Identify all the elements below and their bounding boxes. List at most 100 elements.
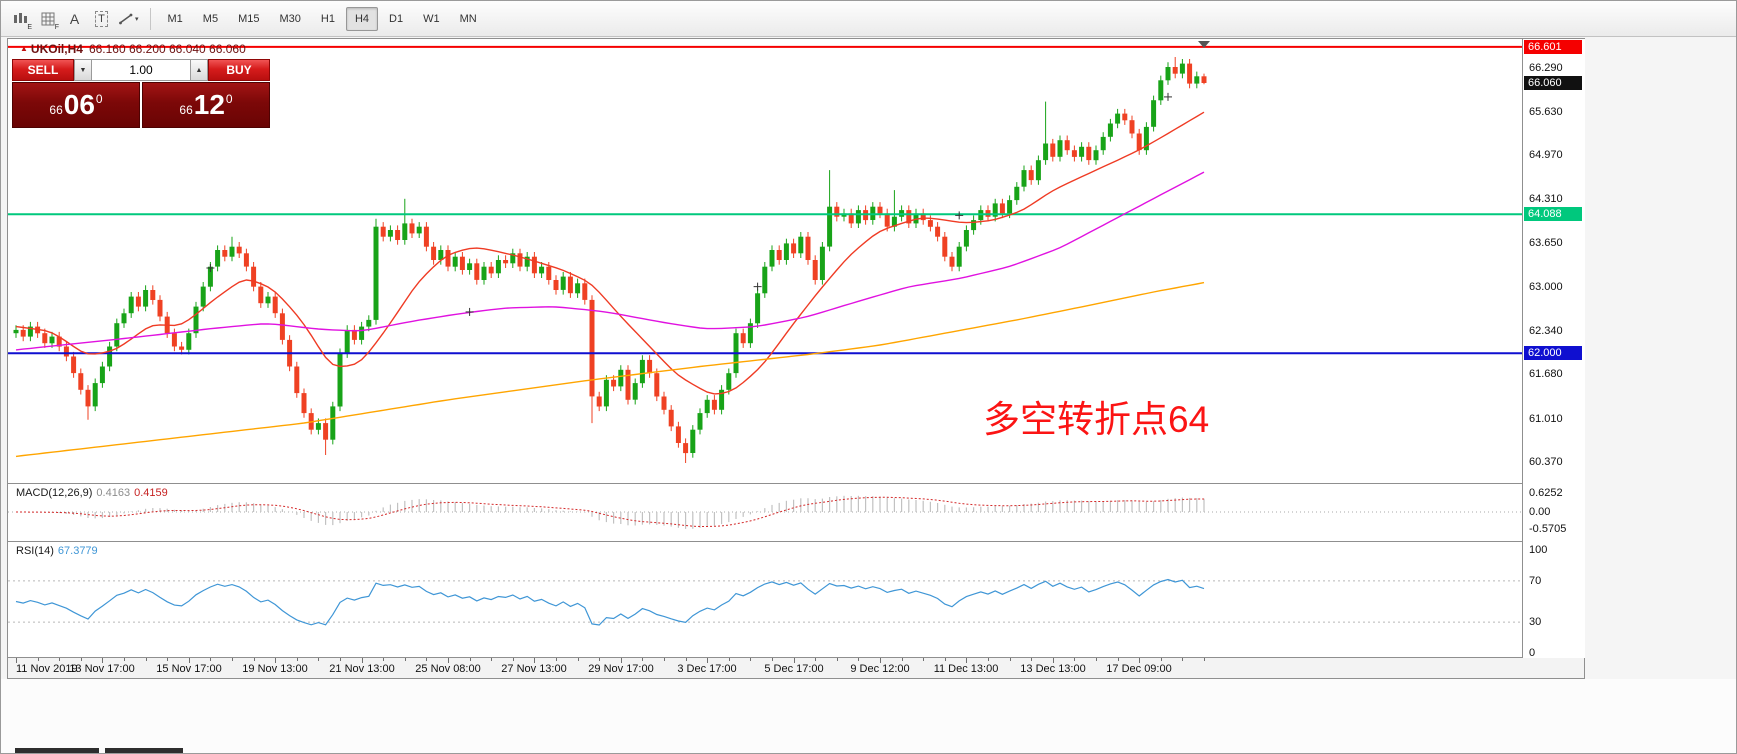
time-tick [794,658,795,663]
rsi-axis-label: 30 [1529,616,1542,628]
time-tick [1096,658,1097,661]
chart-style-icon[interactable]: E [7,6,34,32]
rsi-label: RSI(14) 67.3779 [16,545,98,557]
taskbar-tab[interactable] [15,748,99,753]
symbol-timeframe-label: UKOil,H4 [30,42,83,56]
price-badge: 66.601 [1524,40,1582,54]
time-label: 29 Nov 17:00 [588,663,654,675]
price-tick: 63.650 [1529,237,1563,249]
price-tick: 63.000 [1529,281,1563,293]
time-tick [491,658,492,661]
price-tick: 61.680 [1529,368,1563,380]
bid-price-tile[interactable]: 66 06 0 [12,82,140,128]
time-tick [167,658,168,661]
timeframe-button-w1[interactable]: W1 [414,7,449,31]
ohlc-values: 66.160 66.200 66.040 66.060 [88,42,246,56]
candlestick-chart[interactable] [8,39,1522,483]
timeframe-button-m5[interactable]: M5 [194,7,227,31]
time-tick [534,658,535,663]
time-tick [189,658,190,663]
time-tick [664,658,665,661]
price-tick: 66.290 [1529,62,1563,74]
timeframe-button-m30[interactable]: M30 [270,7,309,31]
volume-step-caret-icon[interactable]: ▲ [191,59,208,81]
price-tick: 65.630 [1529,106,1563,118]
bar-chart-glyph [13,12,27,23]
chevron-down-icon: ▾ [135,15,139,23]
volume-input[interactable] [91,59,191,81]
timeframe-button-m1[interactable]: M1 [159,7,192,31]
sell-button[interactable]: SELL [12,59,74,81]
price-axis[interactable]: 66.290 65.630 64.970 64.310 63.650 63.000 62.3… [1522,39,1585,659]
time-tick [1031,658,1032,661]
time-tick [642,658,643,661]
time-axis[interactable]: 11 Nov 2019 13 Nov 17:00 15 Nov 17:00 19 No… [8,658,1584,678]
macd-indicator-panel[interactable] [8,484,1522,541]
price-badge: 62.000 [1524,346,1582,360]
macd-label: MACD(12,26,9) 0.4163 0.4159 [16,487,168,499]
time-tick [902,658,903,661]
time-tick [945,658,946,661]
time-label: 27 Nov 13:00 [501,663,567,675]
time-tick [729,658,730,661]
time-tick [426,658,427,661]
time-label: 13 Nov 17:00 [69,663,135,675]
price-tick: 64.310 [1529,193,1563,205]
time-label: 21 Nov 13:00 [329,663,395,675]
price-tick: 62.340 [1529,325,1563,337]
ask-price-tile[interactable]: 66 12 0 [142,82,270,128]
buy-button[interactable]: BUY [208,59,270,81]
main-toolbar: E F A T ▾ M1 M5 M15 M30 H1 H4 D1 W1 MN [1,1,1736,37]
trendline-glyph [119,13,133,24]
icon-subscript: F [54,23,59,31]
time-tick [318,658,319,661]
text-icon[interactable]: A [61,6,88,32]
chart-window: 11 Nov 2019 13 Nov 17:00 15 Nov 17:00 19 No… [7,38,1585,679]
price-tick: 64.970 [1529,149,1563,161]
grid-icon[interactable]: F [34,6,61,32]
time-label: 3 Dec 17:00 [677,663,737,675]
chart-marker-icon: ▲ [20,44,28,53]
time-tick [210,658,211,661]
time-tick [297,658,298,661]
timeframe-button-m15[interactable]: M15 [229,7,268,31]
price-badge: 64.088 [1524,207,1582,221]
rsi-axis-label: 0 [1529,647,1536,659]
time-tick [124,658,125,661]
draw-tools-icon[interactable]: ▾ [115,6,143,32]
time-tick [815,658,816,661]
panel-separator [8,541,1584,542]
timeframe-button-h4[interactable]: H4 [345,6,379,31]
timeframe-button-mn[interactable]: MN [451,7,486,31]
time-tick [1053,658,1054,663]
time-tick [232,658,233,661]
time-tick [81,658,82,661]
timeframe-group: M1 M5 M15 M30 H1 H4 D1 W1 MN [158,6,487,31]
time-tick [362,658,363,663]
rsi-indicator-panel[interactable] [8,542,1522,657]
time-tick [686,658,687,661]
text-label-icon[interactable]: T [88,6,115,32]
order-type-caret-icon[interactable]: ▼ [74,59,91,81]
time-label: 19 Nov 13:00 [242,663,308,675]
toolbar-separator [149,7,151,30]
timeframe-button-d1[interactable]: D1 [380,7,412,31]
time-tick [621,658,622,663]
price-tick: 60.370 [1529,456,1563,468]
time-tick [38,658,39,661]
rsi-axis-label: 100 [1529,544,1548,556]
time-tick [275,658,276,663]
time-tick [1010,658,1011,661]
timeframe-button-h1[interactable]: H1 [312,7,344,31]
time-tick [707,658,708,663]
time-label: 5 Dec 17:00 [764,663,824,675]
time-label: 13 Dec 13:00 [1020,663,1086,675]
time-label: 11 Dec 13:00 [933,663,999,675]
time-tick [383,658,384,661]
price-badge: 66.060 [1524,76,1582,90]
taskbar-tab[interactable] [105,748,183,753]
time-label: 11 Nov 2019 [16,663,78,675]
macd-axis-label: 0.00 [1529,506,1551,518]
icon-subscript: E [27,23,32,31]
